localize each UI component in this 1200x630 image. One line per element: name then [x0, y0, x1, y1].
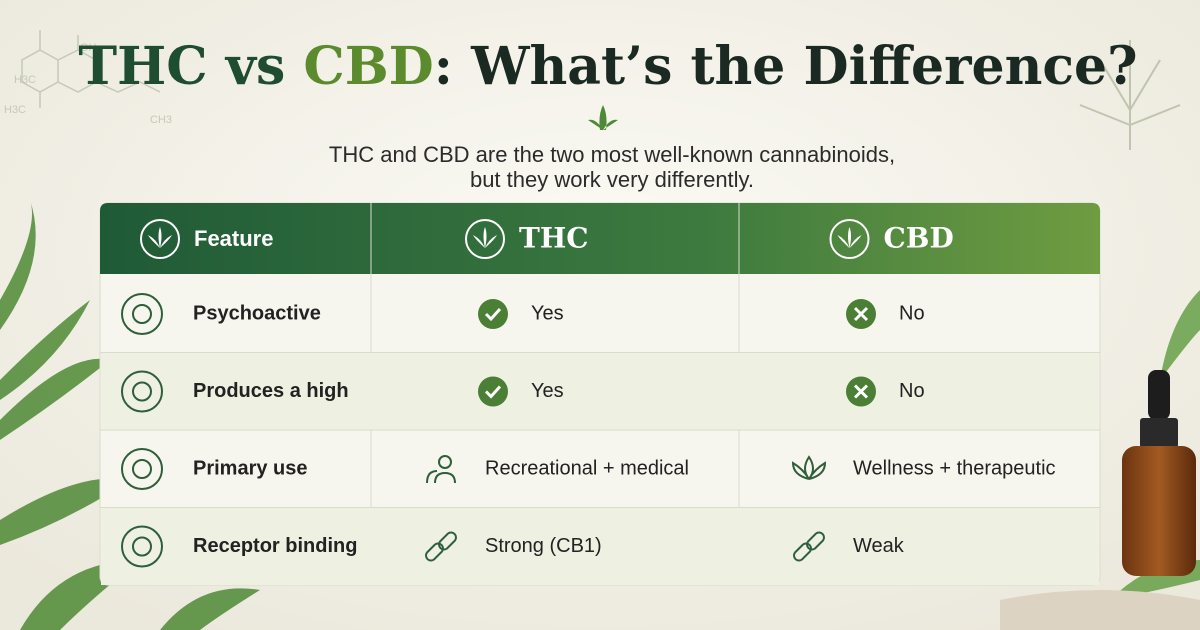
- people-icon: [426, 470, 456, 484]
- cell-text: No: [899, 380, 925, 402]
- header-icon: [140, 219, 180, 259]
- title-part: vs: [208, 36, 304, 97]
- check-icon: [478, 376, 508, 407]
- column-header: CBD: [884, 222, 954, 255]
- molecule-labels: OH H3C H3C CH3: [4, 42, 172, 126]
- feature-label: Produces a high: [193, 380, 349, 402]
- title-part: THC: [78, 36, 207, 97]
- leaf-icon: [473, 227, 497, 248]
- check-mark: [484, 307, 502, 322]
- column-header: Feature: [194, 226, 273, 251]
- feature-icon: [121, 525, 163, 568]
- leaf-icon: [837, 227, 862, 248]
- feature-label: Primary use: [193, 457, 308, 479]
- cell-text: Wellness + therapeutic: [853, 457, 1056, 479]
- cell-text: Yes: [531, 302, 564, 324]
- x-mark: [853, 306, 869, 322]
- link-icon: [425, 531, 457, 562]
- x-mark: [853, 384, 869, 399]
- feature-label: Psychoactive: [193, 302, 321, 324]
- feature-icon: [121, 293, 163, 335]
- feature-icon-inner: [132, 459, 152, 479]
- cell-text: No: [899, 302, 925, 324]
- leaf-icon: [148, 227, 172, 248]
- row-band: [101, 507, 1099, 585]
- table-body: Feature THC CBD Psychoactive Yes No Produces a…: [100, 203, 1100, 585]
- cell-text: Strong (CB1): [485, 535, 602, 557]
- cell-text: Yes: [531, 380, 564, 402]
- feature-label: Receptor binding: [193, 535, 357, 557]
- molecule-label: OH: [80, 42, 97, 54]
- cell-text: Weak: [853, 535, 905, 557]
- subtitle: but they work very differently.: [470, 167, 754, 192]
- header-icon: [465, 219, 505, 259]
- check-mark: [484, 385, 502, 399]
- check-icon: [478, 299, 508, 329]
- leaf-divider: [588, 105, 618, 130]
- header-icon: [829, 219, 870, 259]
- molecule-label: H3C: [4, 104, 26, 116]
- feature-icon: [121, 370, 163, 413]
- molecule-label: H3C: [14, 74, 36, 86]
- cell-text: Recreational + medical: [485, 457, 689, 479]
- feature-icon-inner: [132, 304, 152, 324]
- row-band: [101, 352, 1099, 430]
- feature-icon-inner: [132, 381, 152, 402]
- lotus-icon: [791, 455, 827, 480]
- molecule-label: CH3: [150, 114, 172, 126]
- leaf-outline: [1079, 40, 1181, 150]
- feature-icon: [121, 448, 163, 490]
- link-icon: [793, 531, 825, 562]
- title: THC vs CBD: What’s the Difference?: [78, 36, 1137, 97]
- column-header: THC: [519, 222, 589, 255]
- dropper-bottle: [1000, 370, 1200, 630]
- people-icon: [438, 455, 452, 469]
- title-part: CBD: [303, 36, 433, 97]
- molecule: [21, 30, 161, 108]
- subtitle: THC and CBD are the two most well-known …: [329, 142, 895, 167]
- feature-icon-inner: [132, 536, 152, 557]
- title-part: : What’s the Difference?: [434, 36, 1138, 97]
